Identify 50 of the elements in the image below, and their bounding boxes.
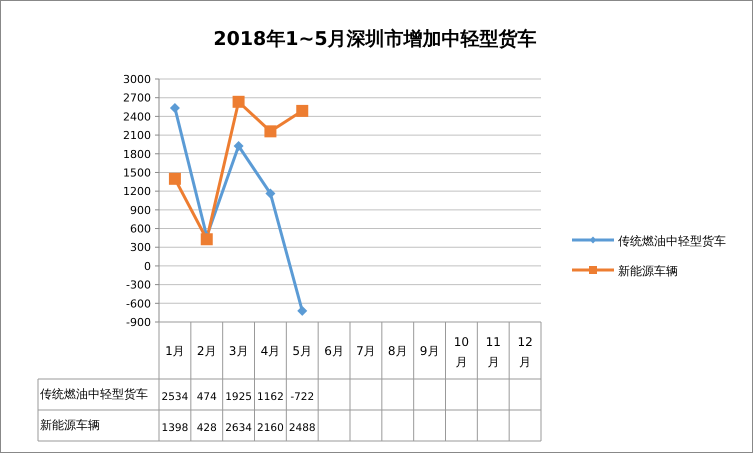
data-label: 1162 [257, 391, 284, 403]
y-tick-label: 0 [144, 260, 151, 273]
point [296, 104, 308, 117]
x-tick-label: 6月 [324, 344, 344, 358]
text: 传统燃油中轻型货车 [40, 387, 148, 401]
data-label: 2634 [225, 422, 252, 434]
y-tick-label: -600 [126, 297, 151, 310]
x-tick-label: 9月 [420, 344, 440, 358]
point [264, 125, 276, 138]
data-label: 2534 [162, 391, 189, 403]
y-tick-label: 2700 [123, 92, 151, 105]
point [234, 140, 244, 151]
x-tick-label: 7月 [356, 344, 376, 358]
y-tick-label: 1500 [123, 166, 151, 180]
data-label: 1925 [225, 391, 252, 403]
x-tick-label: 12月 [517, 335, 533, 369]
data-label: 474 [196, 391, 218, 403]
legend-label: 新能源车辆 [618, 264, 678, 278]
point [265, 188, 276, 199]
x-tick-label: 10月 [454, 335, 470, 369]
y-tick-label: 2400 [123, 110, 151, 124]
point [170, 103, 180, 114]
data-label: 2160 [257, 422, 284, 434]
legend-label: 传统燃油中轻型货车 [618, 234, 726, 248]
data-label: 1398 [162, 422, 188, 434]
data-label: 2488 [288, 422, 316, 434]
point [200, 233, 213, 246]
y-tick-label: 2100 [123, 129, 151, 142]
x-tick-label: 1月 [165, 344, 185, 358]
x-tick-label: 11月 [486, 335, 501, 369]
y-tick-label: -300 [126, 278, 151, 292]
y-tick-label: 3000 [123, 73, 151, 86]
y-tick-label: 300 [130, 241, 151, 254]
x-tick-label: 8月 [388, 344, 408, 358]
y-tick-label: 600 [130, 222, 151, 236]
y-tick-label: 900 [130, 204, 151, 217]
x-tick-label: 2月 [196, 344, 217, 358]
y-tick-label: -900 [126, 316, 151, 329]
point [168, 172, 181, 185]
chart-title: 2018年1~5月深圳市增加中轻型货车 [213, 28, 537, 50]
x-tick-label: 4月 [260, 344, 280, 358]
y-tick-label: 1200 [123, 185, 151, 198]
x-tick-label: 3月 [228, 344, 248, 358]
data-label: -722 [290, 391, 314, 403]
data-label: 428 [196, 422, 217, 434]
y-tick-label: 1800 [123, 148, 151, 161]
point [297, 306, 308, 316]
point [232, 96, 245, 108]
text: 新能源车辆 [40, 418, 100, 432]
x-tick-label: 5月 [292, 344, 312, 358]
